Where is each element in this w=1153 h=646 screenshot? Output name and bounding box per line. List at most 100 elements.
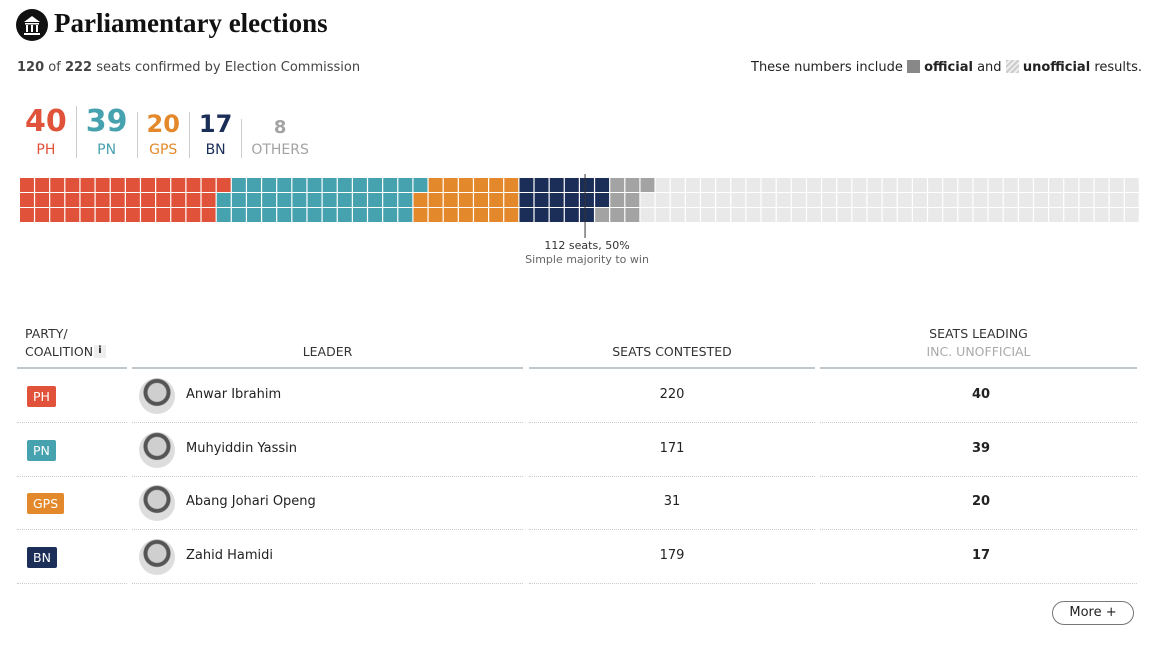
- seat: [322, 193, 337, 207]
- leader-name: Anwar Ibrahim: [186, 387, 282, 402]
- seat: [519, 193, 534, 207]
- seat: [489, 178, 504, 192]
- seats-leading: 40: [971, 387, 991, 402]
- row-rule: [529, 422, 815, 423]
- seat: [474, 193, 488, 207]
- info-icon: i: [94, 345, 106, 358]
- row-rule: [17, 475, 127, 477]
- seat: [595, 178, 610, 192]
- empty-seat: [716, 193, 731, 207]
- empty-seat: [852, 193, 867, 207]
- seat: [458, 208, 473, 222]
- row-rule: [17, 582, 127, 584]
- empty-seat: [988, 178, 1003, 192]
- majority-note: Simple majority to win: [525, 253, 649, 266]
- portrait: [139, 485, 175, 521]
- empty-seat: [822, 208, 837, 222]
- empty-seat: [655, 193, 670, 207]
- empty-seat: [807, 178, 821, 192]
- row-rule: [820, 475, 1137, 477]
- text: These numbers include: [751, 60, 903, 75]
- seat: [277, 178, 292, 192]
- row-rule: [17, 422, 127, 423]
- seat: [262, 208, 277, 222]
- text: official: [924, 60, 973, 75]
- seat: [20, 178, 34, 192]
- seat: [519, 208, 534, 222]
- seat: [80, 178, 95, 192]
- seat: [231, 208, 246, 222]
- seat-count: 17: [198, 110, 233, 139]
- seat: [95, 208, 110, 222]
- party-label: OTHERS: [251, 141, 309, 158]
- empty-seat: [1064, 208, 1079, 222]
- row-rule: [132, 422, 523, 423]
- empty-seat: [776, 178, 791, 192]
- seat: [610, 178, 625, 192]
- header-cell: PARTY/: [25, 326, 68, 341]
- text: of: [48, 60, 61, 75]
- party-badge: BN: [27, 546, 57, 568]
- empty-seat: [958, 193, 973, 207]
- seat: [201, 178, 216, 192]
- contested: 220: [659, 387, 685, 402]
- empty-seat: [1003, 193, 1018, 207]
- empty-seat: [701, 178, 716, 192]
- seat: [156, 178, 171, 192]
- seat: [368, 193, 383, 207]
- seat-count: 40: [25, 104, 67, 139]
- seat: [352, 193, 367, 207]
- empty-seat: [685, 193, 700, 207]
- empty-seat: [1124, 178, 1139, 192]
- empty-seat: [685, 208, 700, 222]
- leader-name: Zahid Hamidi: [186, 547, 273, 563]
- row-rule: [132, 529, 523, 530]
- empty-seat: [670, 178, 685, 192]
- seat: [413, 208, 428, 222]
- empty-seat: [1079, 193, 1094, 207]
- empty-seat: [897, 193, 912, 207]
- seat: [277, 193, 292, 207]
- header-cell: SEATS CONTESTED: [612, 344, 732, 359]
- empty-seat: [791, 193, 806, 207]
- empty-seat: [807, 208, 821, 222]
- seat: [428, 178, 443, 192]
- seat: [428, 208, 443, 222]
- empty-seat: [837, 208, 852, 222]
- seat: [383, 208, 398, 222]
- header-rule: [132, 367, 523, 369]
- summary-item: 40 PH: [17, 106, 76, 158]
- row-rule: [820, 529, 1137, 530]
- empty-seat: [791, 178, 806, 192]
- empty-seat: [882, 178, 897, 192]
- empty-seat: [912, 178, 927, 192]
- party-label: PN: [97, 141, 117, 158]
- empty-seat: [882, 193, 897, 207]
- seat: [549, 193, 564, 207]
- empty-seat: [1064, 193, 1079, 207]
- row-rule: [529, 582, 815, 584]
- empty-seat: [928, 193, 943, 207]
- empty-seat: [822, 178, 837, 192]
- empty-seat: [973, 193, 988, 207]
- empty-seat: [1034, 208, 1048, 222]
- seat: [413, 178, 428, 192]
- majority-label: 112 seats, 50%: [544, 239, 629, 252]
- empty-seat: [882, 208, 897, 222]
- empty-seat: [928, 208, 943, 222]
- empty-seat: [1109, 193, 1124, 207]
- empty-seat: [746, 193, 761, 207]
- empty-seat: [988, 208, 1003, 222]
- seat: [458, 178, 473, 192]
- seat: [625, 193, 640, 207]
- seat: [141, 193, 156, 207]
- more-button[interactable]: More +: [1052, 601, 1134, 625]
- empty-seat: [1018, 208, 1033, 222]
- empty-seat: [912, 193, 927, 207]
- seat: [231, 193, 246, 207]
- empty-seat: [791, 208, 806, 222]
- seat: [171, 178, 186, 192]
- empty-seat: [670, 193, 685, 207]
- confirmed-line: 120 of 222 seats confirmed by Election C…: [17, 60, 360, 75]
- header-cell: INC. UNOFFICIAL: [926, 344, 1031, 359]
